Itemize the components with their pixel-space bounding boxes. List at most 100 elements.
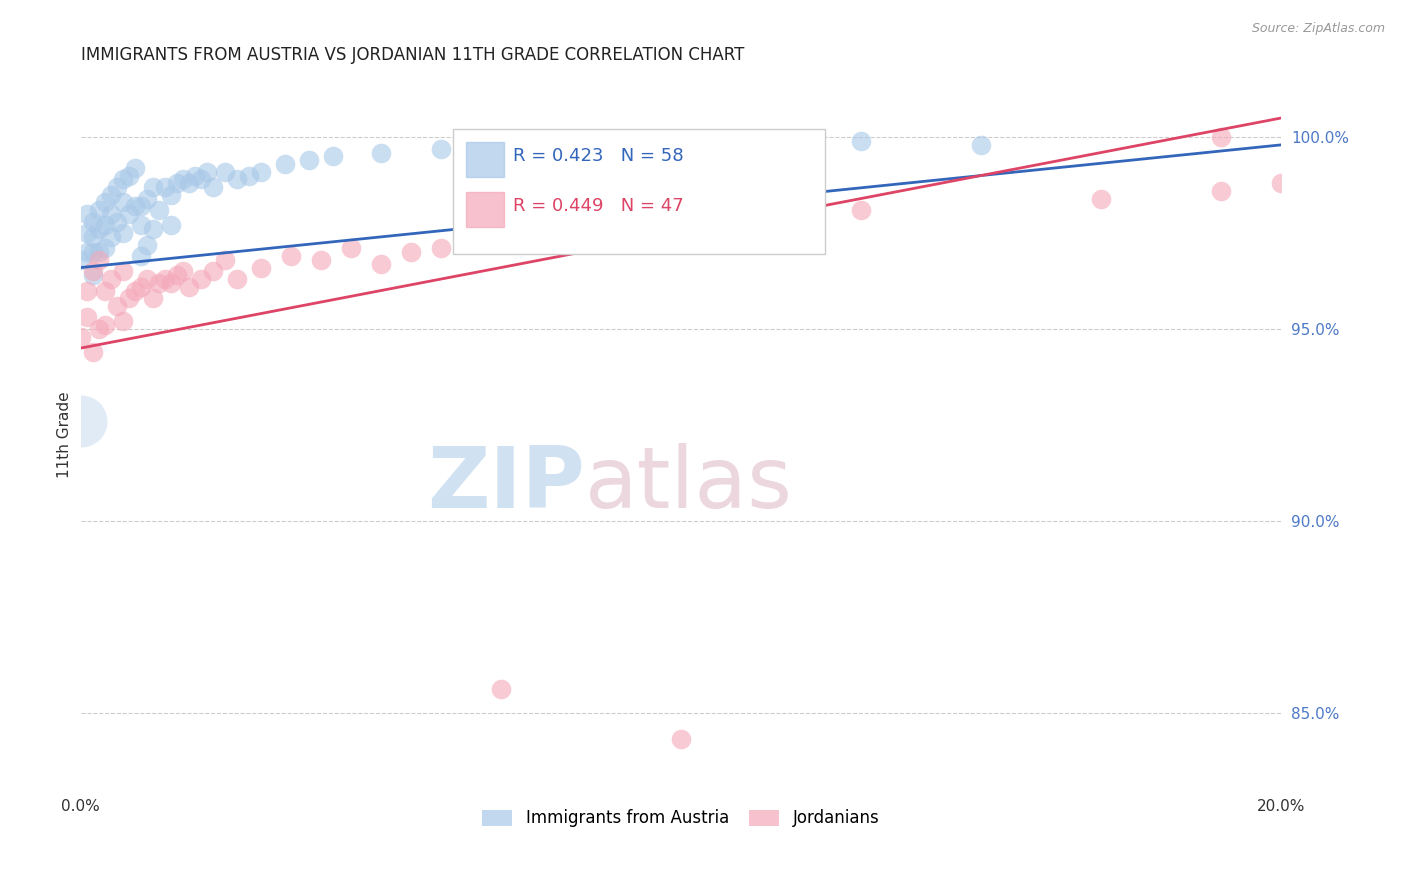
Point bbox=[117, 291, 139, 305]
Point bbox=[76, 207, 98, 221]
Point bbox=[135, 192, 157, 206]
Point bbox=[141, 291, 163, 305]
Point bbox=[1209, 130, 1232, 145]
Point bbox=[249, 260, 271, 275]
Point bbox=[195, 165, 218, 179]
Point bbox=[117, 169, 139, 183]
Point bbox=[148, 203, 170, 218]
Point bbox=[111, 226, 134, 240]
Point bbox=[849, 134, 872, 148]
Point bbox=[135, 237, 157, 252]
Point bbox=[489, 195, 512, 210]
Point bbox=[111, 172, 134, 186]
FancyBboxPatch shape bbox=[465, 142, 505, 177]
Point bbox=[141, 180, 163, 194]
Point bbox=[93, 219, 115, 233]
Point bbox=[100, 187, 122, 202]
Point bbox=[100, 272, 122, 286]
Point bbox=[111, 195, 134, 210]
FancyBboxPatch shape bbox=[465, 192, 505, 227]
Text: atlas: atlas bbox=[585, 442, 793, 525]
Point bbox=[159, 219, 181, 233]
Point bbox=[550, 234, 572, 248]
Point bbox=[129, 249, 152, 263]
Point bbox=[214, 252, 236, 267]
Point bbox=[1090, 192, 1112, 206]
Point bbox=[489, 682, 512, 697]
Point bbox=[69, 414, 91, 428]
Point bbox=[730, 134, 752, 148]
Point bbox=[76, 284, 98, 298]
Point bbox=[339, 242, 361, 256]
Point bbox=[124, 199, 146, 213]
Point bbox=[610, 137, 633, 152]
Point bbox=[148, 276, 170, 290]
Point bbox=[201, 264, 224, 278]
Point bbox=[105, 214, 128, 228]
Point bbox=[190, 272, 212, 286]
Text: IMMIGRANTS FROM AUSTRIA VS JORDANIAN 11TH GRADE CORRELATION CHART: IMMIGRANTS FROM AUSTRIA VS JORDANIAN 11T… bbox=[80, 46, 744, 64]
Point bbox=[190, 172, 212, 186]
Point bbox=[370, 145, 392, 160]
Point bbox=[166, 268, 188, 283]
Point bbox=[105, 180, 128, 194]
Point bbox=[970, 805, 993, 820]
Point bbox=[129, 280, 152, 294]
Point bbox=[82, 245, 104, 260]
Point bbox=[322, 149, 344, 163]
Point bbox=[849, 203, 872, 218]
Text: R = 0.449   N = 47: R = 0.449 N = 47 bbox=[513, 197, 683, 215]
Point bbox=[166, 176, 188, 190]
Point bbox=[153, 180, 176, 194]
Point bbox=[399, 245, 422, 260]
Point bbox=[93, 242, 115, 256]
Point bbox=[238, 169, 260, 183]
Point bbox=[225, 172, 247, 186]
Point bbox=[76, 226, 98, 240]
Point bbox=[273, 157, 295, 171]
Point bbox=[280, 249, 302, 263]
Point bbox=[159, 187, 181, 202]
Text: ZIP: ZIP bbox=[427, 442, 585, 525]
Point bbox=[76, 310, 98, 325]
Point bbox=[172, 172, 194, 186]
Point bbox=[93, 318, 115, 332]
Point bbox=[82, 214, 104, 228]
Point bbox=[111, 314, 134, 328]
Text: R = 0.423   N = 58: R = 0.423 N = 58 bbox=[513, 146, 683, 165]
Point bbox=[100, 207, 122, 221]
Point bbox=[76, 245, 98, 260]
Point bbox=[730, 219, 752, 233]
Point bbox=[93, 284, 115, 298]
Point bbox=[82, 264, 104, 278]
Point bbox=[124, 161, 146, 175]
Point bbox=[105, 299, 128, 313]
Point bbox=[298, 153, 321, 168]
Point bbox=[429, 242, 451, 256]
Point bbox=[309, 252, 332, 267]
Point bbox=[82, 230, 104, 244]
Point bbox=[69, 329, 91, 343]
Point bbox=[117, 207, 139, 221]
Point bbox=[82, 268, 104, 283]
Point bbox=[135, 272, 157, 286]
Point bbox=[87, 222, 110, 236]
Point bbox=[225, 272, 247, 286]
Point bbox=[141, 222, 163, 236]
Point bbox=[201, 180, 224, 194]
Point bbox=[111, 264, 134, 278]
Point bbox=[177, 176, 200, 190]
Point bbox=[790, 211, 813, 225]
Y-axis label: 11th Grade: 11th Grade bbox=[58, 391, 72, 478]
Point bbox=[249, 165, 271, 179]
Point bbox=[153, 272, 176, 286]
Point bbox=[172, 264, 194, 278]
Point bbox=[610, 226, 633, 240]
Legend: Immigrants from Austria, Jordanians: Immigrants from Austria, Jordanians bbox=[475, 803, 886, 834]
Point bbox=[370, 257, 392, 271]
Point bbox=[69, 252, 91, 267]
Point bbox=[429, 142, 451, 156]
Point bbox=[100, 230, 122, 244]
Point bbox=[177, 280, 200, 294]
Point bbox=[1209, 184, 1232, 198]
